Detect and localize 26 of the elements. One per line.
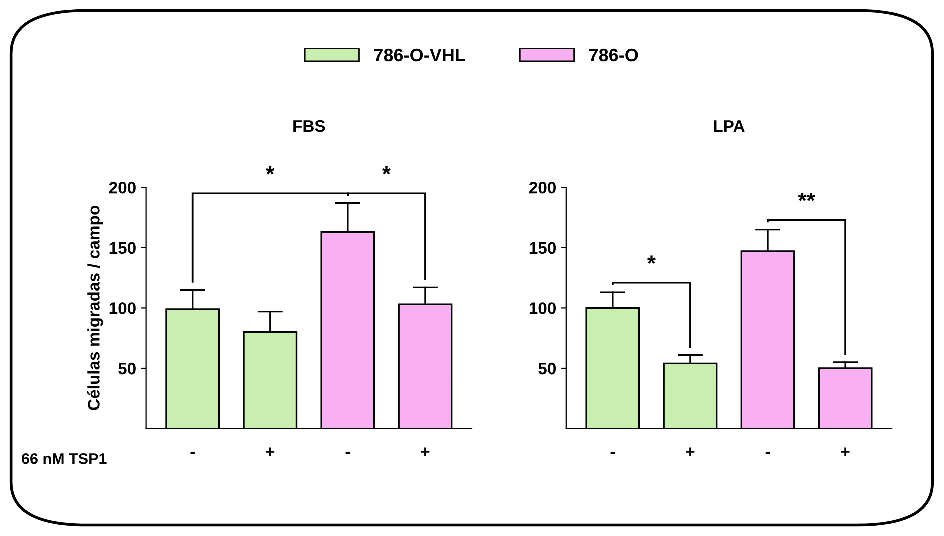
y-tick-label: 50 bbox=[118, 362, 136, 375]
annotation: * bbox=[647, 256, 656, 264]
x-tick-label: + bbox=[841, 448, 850, 456]
y-tick-label: 150 bbox=[110, 242, 136, 254]
y-tick-label: 100 bbox=[530, 302, 556, 314]
text: * bbox=[382, 166, 392, 175]
x-tick-label: - bbox=[766, 452, 770, 454]
text: 66 nM TSP1 bbox=[22, 453, 107, 464]
legend-label: 786-O bbox=[590, 48, 638, 62]
x-tick-label: - bbox=[346, 452, 350, 454]
y-tick-label: 200 bbox=[529, 182, 556, 194]
chart-title: FBS bbox=[294, 120, 326, 132]
chart-title: LPA bbox=[714, 120, 745, 132]
x-tick-label: + bbox=[266, 448, 275, 456]
x-tick-label: + bbox=[686, 448, 695, 456]
text: * bbox=[266, 166, 275, 175]
y-tick-label: 100 bbox=[110, 302, 136, 314]
y-tick-label: 50 bbox=[538, 362, 556, 375]
y-tick-label: 200 bbox=[109, 182, 136, 194]
y-tick-label: 150 bbox=[530, 242, 556, 254]
x-tick-label: + bbox=[421, 448, 430, 456]
x-tick-label: - bbox=[190, 452, 195, 454]
y-axis-title: Células migradas / campo bbox=[87, 206, 104, 410]
x-tick-label: - bbox=[610, 452, 616, 454]
annotation: ** bbox=[798, 193, 816, 202]
legend-label: 786-O-VHL bbox=[374, 48, 466, 62]
